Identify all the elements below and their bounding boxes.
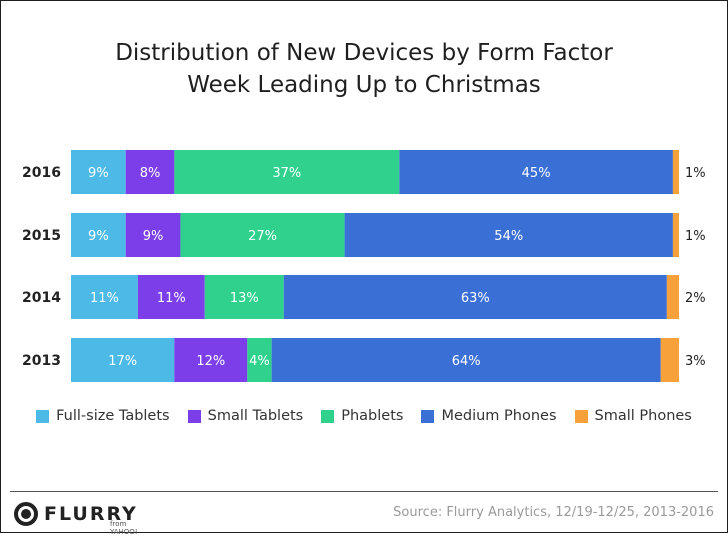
bar-segment-2014-phablets xyxy=(204,275,284,319)
legend-label: Small Phones xyxy=(594,408,692,424)
legend-item-small-phones: Small Phones xyxy=(574,408,692,424)
data-label-2013-small-phones: 3% xyxy=(685,354,706,369)
data-label-2013-medium-phones: 64% xyxy=(452,354,481,369)
data-label-2016-small-phones: 1% xyxy=(685,166,706,181)
bar-segment-2016-small-phones xyxy=(672,150,679,194)
legend-label: Full-size Tablets xyxy=(56,408,170,424)
category-label-2016: 2016 xyxy=(22,165,61,181)
data-label-2014-phablets: 13% xyxy=(230,291,259,306)
bar-segment-2013-small-tablets xyxy=(174,338,248,382)
legend-swatch xyxy=(187,409,201,423)
legend-label: Small Tablets xyxy=(207,408,304,424)
bar-segment-2013-full-size-tablets xyxy=(71,338,175,382)
bar-segment-2016-small-tablets xyxy=(125,150,175,194)
bar-segment-2014-full-size-tablets xyxy=(71,275,138,319)
bar-segment-2015-small-phones xyxy=(672,213,679,257)
footer-divider xyxy=(10,491,718,492)
data-label-2016-full-size-tablets: 9% xyxy=(88,166,109,181)
category-label-2015: 2015 xyxy=(22,228,61,244)
legend-swatch xyxy=(421,409,435,423)
bar-segment-2013-small-phones xyxy=(660,338,679,382)
bar-segment-2016-phablets xyxy=(174,150,400,194)
data-label-2016-small-tablets: 8% xyxy=(140,166,161,181)
bar-segment-2016-medium-phones xyxy=(399,150,673,194)
bar-segment-2016-full-size-tablets xyxy=(71,150,126,194)
data-label-2014-small-phones: 2% xyxy=(685,291,706,306)
flurry-logo-text: FLURRY xyxy=(44,503,138,525)
data-label-2013-small-tablets: 12% xyxy=(196,354,225,369)
bar-segment-2014-small-tablets xyxy=(137,275,205,319)
bar-segment-2013-phablets xyxy=(247,338,272,382)
flurry-logo-icon xyxy=(14,502,38,526)
data-label-2014-full-size-tablets: 11% xyxy=(90,291,119,306)
data-label-2015-small-phones: 1% xyxy=(685,229,706,244)
chart-legend: Full-size Tablets Small Tablets Phablets… xyxy=(0,408,728,424)
bar-segment-2015-full-size-tablets xyxy=(71,213,126,257)
legend-item-full-size-tablets: Full-size Tablets xyxy=(36,408,170,424)
chart-subtitle: Week Leading Up to Christmas xyxy=(187,72,541,98)
data-label-2016-medium-phones: 45% xyxy=(522,166,551,181)
data-label-2016-phablets: 37% xyxy=(272,166,301,181)
bar-segment-2015-small-tablets xyxy=(125,213,181,257)
legend-item-phablets: Phablets xyxy=(321,408,403,424)
category-label-2013: 2013 xyxy=(22,353,61,369)
bar-segment-2015-medium-phones xyxy=(344,213,673,257)
legend-swatch xyxy=(321,409,335,423)
legend-swatch xyxy=(574,409,588,423)
source-note: Source: Flurry Analytics, 12/19-12/25, 2… xyxy=(393,505,714,520)
data-label-2013-phablets: 4% xyxy=(249,354,270,369)
data-label-2014-medium-phones: 63% xyxy=(461,291,490,306)
legend-label: Phablets xyxy=(341,408,404,424)
data-label-2015-small-tablets: 9% xyxy=(143,229,164,244)
flurry-logo-subtext: from YAHOO! xyxy=(110,520,138,536)
data-label-2015-full-size-tablets: 9% xyxy=(88,229,109,244)
legend-swatch xyxy=(36,409,50,423)
chart-title: Distribution of New Devices by Form Fact… xyxy=(115,40,613,66)
data-label-2013-full-size-tablets: 17% xyxy=(108,354,137,369)
legend-item-small-tablets: Small Tablets xyxy=(187,408,304,424)
data-label-2014-small-tablets: 11% xyxy=(157,291,186,306)
bar-segment-2013-medium-phones xyxy=(271,338,661,382)
bar-segment-2015-phablets xyxy=(180,213,345,257)
flurry-logo: FLURRY from YAHOO! xyxy=(14,499,138,536)
bar-segment-2014-medium-phones xyxy=(283,275,667,319)
category-label-2014: 2014 xyxy=(22,290,61,306)
data-label-2015-phablets: 27% xyxy=(248,229,277,244)
data-label-2015-medium-phones: 54% xyxy=(494,229,523,244)
stacked-bar-chart: 2016 9% 8% 37% 45% 1% 2015 9% 9% 27% 54% 1% 2014 11% 1… xyxy=(22,150,706,382)
legend-item-medium-phones: Medium Phones xyxy=(421,408,557,424)
bar-segment-2014-small-phones xyxy=(666,275,679,319)
legend-label: Medium Phones xyxy=(441,408,557,424)
